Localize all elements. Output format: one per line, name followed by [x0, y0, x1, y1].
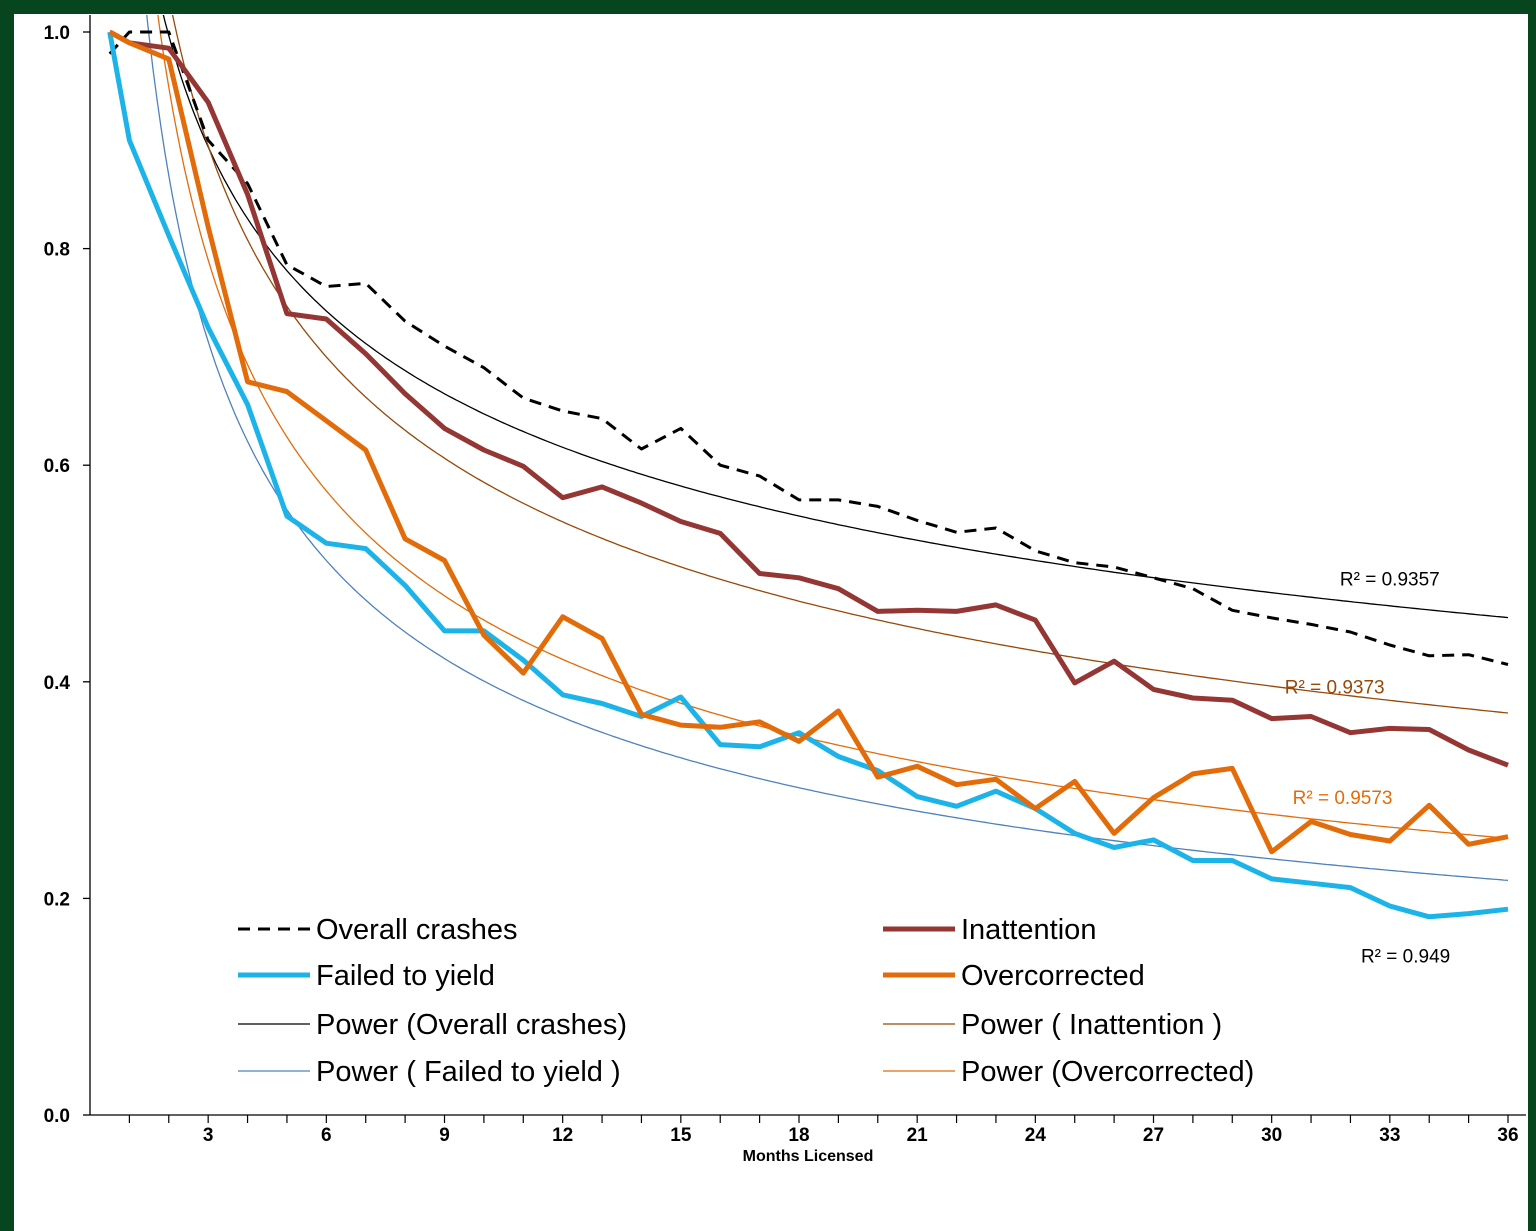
frame-top-border: [0, 0, 1536, 14]
legend-label: Failed to yield: [316, 960, 495, 992]
legend: Overall crashes Inattention Failed to yiel…: [238, 914, 1254, 1088]
legend-item-inattention: Inattention: [883, 914, 1096, 946]
y-tick-label: 1.0: [44, 23, 70, 44]
x-tick-label: 6: [321, 1125, 332, 1146]
y-tick-label: 0.4: [44, 673, 71, 694]
r-squared-label: R² = 0.9573: [1293, 788, 1393, 809]
r-squared-label: R² = 0.9373: [1285, 678, 1385, 699]
legend-item-overcorrected: Overcorrected: [883, 960, 1145, 992]
y-tick-label: 0.6: [44, 456, 70, 477]
x-tick-label: 15: [670, 1125, 692, 1146]
x-tick-label: 30: [1261, 1125, 1282, 1146]
legend-item-power-inattention: Power ( Inattention ): [883, 1009, 1222, 1041]
legend-item-failed-to-yield: Failed to yield: [238, 960, 495, 992]
legend-item-power-overall-crashes: Power (Overall crashes): [238, 1009, 627, 1041]
x-tick-label: 12: [552, 1125, 573, 1146]
legend-label: Overall crashes: [316, 914, 517, 946]
y-tick-label: 0.0: [44, 1106, 70, 1127]
frame-left-border: [0, 0, 14, 1231]
trendline-power-failed-to-yield: [146, 15, 1509, 882]
trendline-power-overall-crashes: [162, 15, 1509, 619]
r-squared-annotations: R² = 0.9357 R² = 0.9373 R² = 0.9573 R² = 0.…: [1285, 569, 1450, 967]
x-tick-label: 3: [203, 1125, 214, 1146]
r-squared-label: R² = 0.9357: [1340, 569, 1440, 590]
legend-item-overall-crashes: Overall crashes: [238, 914, 517, 946]
x-axis-title: Months Licensed: [743, 1148, 874, 1165]
legend-label: Power (Overall crashes): [316, 1009, 627, 1041]
legend-label: Power ( Failed to yield ): [316, 1056, 621, 1088]
legend-label: Power (Overcorrected): [961, 1056, 1254, 1088]
x-tick-label: 18: [788, 1125, 809, 1146]
legend-label: Inattention: [961, 914, 1096, 946]
axes: 0.00.20.40.60.81.03 6 9 12 15 18 21 24 27 30 33 36: [44, 15, 1526, 1146]
trendline-power-inattention: [171, 15, 1509, 714]
x-tick-label: 9: [439, 1125, 450, 1146]
y-tick-label: 0.2: [44, 889, 70, 910]
x-tick-label: 27: [1143, 1125, 1164, 1146]
x-tick-label: 24: [1025, 1125, 1047, 1146]
x-tick-label: 21: [907, 1125, 929, 1146]
legend-item-power-overcorrected: Power (Overcorrected): [883, 1056, 1254, 1088]
trendline-power-overcorrected: [157, 15, 1509, 839]
trend-lines: [146, 15, 1509, 882]
frame-right-border: [1528, 0, 1536, 1231]
x-tick-label: 33: [1379, 1125, 1400, 1146]
x-tick-label: 36: [1497, 1125, 1518, 1146]
series-line-overall-crashes: [108, 30, 1509, 666]
series-line-failed-to-yield: [107, 31, 1509, 920]
data-series: [107, 29, 1509, 920]
legend-label: Overcorrected: [961, 960, 1145, 992]
r-squared-label: R² = 0.949: [1361, 946, 1450, 967]
series-line-overcorrected: [108, 29, 1509, 855]
legend-item-power-failed-to-yield: Power ( Failed to yield ): [238, 1056, 621, 1088]
legend-label: Power ( Inattention ): [961, 1009, 1222, 1041]
y-tick-label: 0.8: [44, 240, 70, 261]
series-line-inattention: [108, 29, 1509, 768]
